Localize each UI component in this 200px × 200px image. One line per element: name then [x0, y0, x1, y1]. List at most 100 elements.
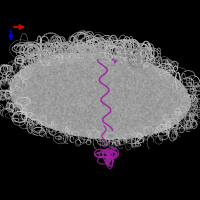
Point	[82, 81, 85, 84]
Point	[174, 103, 177, 106]
Point	[147, 116, 150, 119]
Point	[153, 112, 157, 116]
Point	[155, 78, 158, 81]
Point	[61, 117, 64, 120]
Point	[136, 71, 139, 74]
Point	[46, 118, 49, 121]
Point	[56, 115, 59, 118]
Point	[163, 114, 166, 117]
Point	[49, 102, 52, 105]
Point	[164, 70, 167, 73]
Point	[152, 82, 156, 85]
Point	[61, 118, 64, 121]
Point	[21, 87, 24, 90]
Point	[47, 56, 50, 60]
Point	[97, 86, 101, 89]
Point	[46, 60, 49, 63]
Point	[114, 121, 118, 124]
Point	[138, 97, 141, 100]
Point	[32, 113, 36, 116]
Point	[117, 60, 120, 63]
Point	[158, 71, 162, 75]
Point	[149, 102, 152, 105]
Point	[70, 92, 73, 95]
Point	[26, 66, 30, 70]
Point	[146, 94, 149, 98]
Point	[134, 64, 138, 67]
Point	[32, 92, 35, 95]
Point	[51, 73, 55, 76]
Point	[160, 118, 164, 121]
Point	[24, 92, 27, 95]
Point	[141, 130, 144, 133]
Point	[73, 68, 77, 71]
Point	[104, 74, 107, 77]
Point	[112, 63, 115, 66]
Point	[64, 59, 67, 62]
Point	[149, 66, 152, 69]
Point	[83, 99, 86, 102]
Point	[179, 105, 183, 108]
Point	[92, 78, 95, 81]
Point	[65, 53, 68, 56]
Point	[75, 120, 78, 124]
Point	[120, 109, 124, 112]
Point	[80, 87, 83, 90]
Point	[116, 64, 119, 67]
Point	[105, 115, 108, 118]
Point	[101, 98, 104, 101]
Point	[13, 80, 16, 83]
Point	[147, 107, 150, 110]
Point	[84, 105, 87, 108]
Point	[137, 120, 140, 124]
Point	[104, 93, 107, 96]
Point	[160, 102, 163, 106]
Point	[148, 82, 152, 86]
Point	[121, 126, 124, 129]
Point	[78, 133, 81, 136]
Point	[108, 123, 111, 126]
Point	[162, 76, 165, 79]
Point	[143, 90, 146, 94]
Point	[120, 84, 123, 88]
Point	[143, 63, 146, 66]
Point	[89, 100, 93, 103]
Point	[166, 103, 169, 107]
Point	[19, 100, 22, 103]
Point	[55, 56, 58, 59]
Point	[125, 60, 128, 63]
Point	[47, 62, 50, 65]
Point	[149, 104, 152, 107]
Point	[153, 92, 156, 95]
Point	[104, 102, 107, 105]
Point	[135, 69, 139, 73]
Point	[87, 108, 90, 112]
Point	[113, 74, 116, 77]
Point	[21, 79, 24, 83]
Point	[80, 114, 84, 118]
Point	[96, 76, 99, 79]
Point	[51, 71, 54, 75]
Point	[115, 92, 118, 95]
Point	[71, 66, 75, 69]
Point	[54, 74, 57, 77]
Point	[149, 91, 152, 94]
Point	[105, 107, 108, 110]
Point	[49, 78, 53, 81]
Point	[84, 68, 87, 72]
Point	[104, 73, 108, 76]
Point	[48, 71, 51, 74]
Point	[172, 101, 175, 105]
Point	[110, 112, 113, 115]
Point	[36, 80, 39, 83]
Point	[164, 85, 167, 88]
Point	[114, 69, 117, 73]
Point	[157, 113, 160, 116]
Point	[75, 58, 78, 61]
Point	[57, 73, 61, 76]
Point	[56, 114, 59, 117]
Point	[151, 77, 155, 81]
Point	[67, 93, 71, 96]
Point	[140, 72, 143, 75]
Point	[89, 103, 93, 106]
